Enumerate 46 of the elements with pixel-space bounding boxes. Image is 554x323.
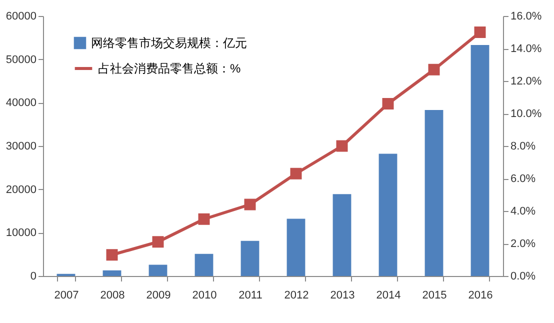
bar (378, 154, 398, 276)
y2-tick-label: 6.0% (510, 173, 536, 185)
x-tick-label: 2007 (54, 290, 79, 302)
y2-tick-label: 8.0% (510, 140, 536, 152)
point (290, 168, 302, 180)
x-tick-label: 2014 (376, 290, 401, 302)
y-tick-label: 10000 (6, 227, 36, 240)
point (152, 236, 164, 248)
x-tick-label: 2015 (422, 290, 447, 302)
y-tick-label: 0 (30, 270, 36, 282)
point (382, 98, 394, 110)
x-tick-label: 2013 (330, 290, 355, 302)
x-tick-label: 2008 (100, 290, 125, 302)
point (474, 26, 486, 38)
y2-tick-label: 0.0% (510, 270, 536, 282)
x-tick-label: 2009 (146, 290, 171, 302)
bar (424, 110, 444, 276)
y-tick-label: 40000 (6, 97, 36, 110)
point (106, 249, 118, 261)
bar (240, 240, 260, 276)
bar (286, 218, 306, 276)
y2-tick-label: 2.0% (510, 238, 536, 250)
y-tick-label: 20000 (6, 184, 36, 196)
x-tick-label: 2010 (192, 290, 217, 302)
bar (332, 194, 352, 276)
y-tick-label: 60000 (6, 10, 36, 22)
point (198, 213, 210, 225)
y2-tick-label: 12.0% (510, 76, 542, 88)
x-tick-label: 2016 (468, 290, 493, 302)
legend-label: 占社会消费品零售总额：% (98, 62, 241, 76)
y-tick-label: 50000 (6, 54, 36, 66)
bar (194, 254, 214, 276)
x-tick-label: 2012 (284, 290, 309, 302)
point (336, 140, 348, 152)
x-tick-label: 2011 (238, 290, 262, 302)
point (428, 64, 440, 76)
y2-tick-label: 10.0% (510, 108, 542, 120)
y2-tick-label: 14.0% (510, 43, 542, 55)
y2-tick-label: 4.0% (510, 206, 536, 218)
legend-label: 网络零售市场交易规模：亿元 (91, 36, 247, 50)
y-tick-label: 30000 (6, 140, 36, 152)
bar (148, 264, 168, 276)
y2-tick-label: 16.0% (510, 10, 542, 22)
bar (470, 45, 490, 276)
point (244, 198, 256, 210)
bar (102, 270, 122, 276)
